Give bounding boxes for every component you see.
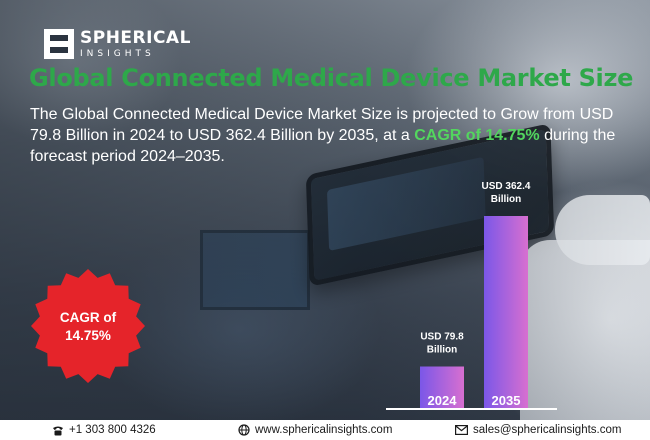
footer-website-text: www.sphericalinsights.com bbox=[255, 424, 393, 436]
spherical-insights-logo-icon bbox=[44, 29, 74, 59]
brand-name: SPHERICAL bbox=[80, 27, 191, 48]
cagr-badge-label: CAGR of bbox=[59, 310, 117, 325]
market-size-bar-chart: 2024 USD 79.8 Billion 2035 USD 362.4 Billion bbox=[386, 181, 557, 410]
footer-email-text: sales@sphericalinsights.com bbox=[473, 424, 622, 436]
footer-phone[interactable]: +1 303 800 4326 bbox=[52, 424, 156, 436]
value-label-2035: USD 362.4 bbox=[482, 181, 531, 192]
value-unit-label-2035: Billion bbox=[491, 194, 522, 205]
bar-2024 bbox=[420, 366, 464, 409]
category-label-2024: 2024 bbox=[428, 393, 458, 408]
page-title: Global Connected Medical Device Market S… bbox=[29, 64, 634, 92]
bar-2035 bbox=[484, 216, 528, 409]
cagr-badge bbox=[31, 269, 145, 383]
market-description: The Global Connected Medical Device Mark… bbox=[30, 104, 620, 167]
contact-footer: +1 303 800 4326 www.sphericalinsights.co… bbox=[0, 420, 650, 440]
footer-phone-text: +1 303 800 4326 bbox=[69, 424, 156, 436]
footer-website[interactable]: www.sphericalinsights.com bbox=[238, 424, 392, 436]
value-unit-label-2024: Billion bbox=[427, 345, 458, 356]
description-text-end: during the forecast period 2024–2035. bbox=[30, 127, 616, 165]
description-text-start: The Global Connected Medical Device Mark… bbox=[30, 106, 614, 144]
globe-icon bbox=[238, 424, 250, 436]
envelope-icon bbox=[455, 425, 468, 435]
cagr-badge-value: 14.75% bbox=[65, 328, 111, 343]
background-photo bbox=[0, 0, 650, 420]
category-label-2035: 2035 bbox=[492, 393, 521, 408]
value-label-2024: USD 79.8 bbox=[420, 332, 464, 343]
description-cagr: CAGR of 14.75% bbox=[414, 127, 540, 144]
footer-email[interactable]: sales@sphericalinsights.com bbox=[455, 424, 621, 436]
phone-icon bbox=[53, 426, 63, 435]
brand-subname: INSIGHTS bbox=[80, 48, 155, 59]
brand-logo: SPHERICAL INSIGHTS bbox=[44, 29, 191, 59]
